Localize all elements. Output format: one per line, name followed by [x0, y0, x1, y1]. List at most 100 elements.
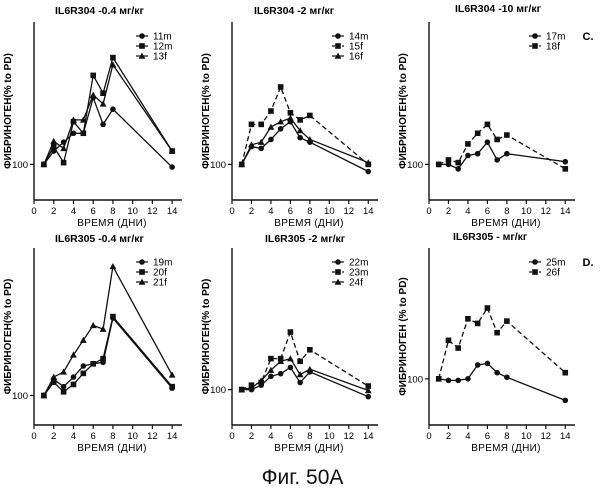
x-tick-label: 2 [51, 206, 56, 217]
y-axis-label: ФИБРИНОГЕН(% to PD) [201, 53, 212, 169]
x-tick-label: 6 [485, 431, 490, 442]
legend-marker [335, 259, 341, 265]
data-point-17m [494, 157, 500, 163]
data-point-21f [60, 369, 67, 375]
data-point-23m [297, 358, 303, 364]
x-tick-label: 14 [560, 431, 571, 442]
x-tick-label: 10 [521, 206, 532, 217]
chart-panel-2: IL6R304 -2 мг/кг02468101214100ВРЕМЯ (ДНИ… [201, 5, 378, 229]
x-tick-label: 12 [541, 206, 552, 217]
x-tick-label: 12 [344, 206, 355, 217]
legend-label: 26f [546, 268, 560, 279]
data-point-18f [446, 157, 452, 163]
legend-marker [335, 269, 341, 275]
series-line-11m [44, 98, 172, 167]
y-tick-label: 100 [210, 160, 226, 171]
x-axis-label: ВРЕМЯ (ДНИ) [77, 218, 146, 229]
x-tick-label: 6 [485, 206, 490, 217]
data-point-15f [249, 122, 255, 128]
data-point-20f [61, 389, 67, 395]
x-tick-label: 12 [344, 431, 355, 442]
x-axis-label: ВРЕМЯ (ДНИ) [274, 443, 343, 454]
panel-letter: D. [583, 257, 594, 269]
data-point-14m [278, 126, 284, 132]
chart-panel-5: IL6R305 -2 мг/кг02468101214100ВРЕМЯ (ДНИ… [201, 233, 378, 454]
data-point-12m [90, 73, 96, 79]
legend-marker [139, 33, 145, 39]
data-point-11m [169, 164, 175, 170]
x-tick-label: 10 [127, 431, 138, 442]
data-point-14m [258, 146, 264, 152]
x-axis-label: ВРЕМЯ (ДНИ) [274, 218, 343, 229]
data-point-25m [504, 374, 510, 380]
x-tick-label: 6 [288, 206, 293, 217]
data-point-25m [494, 370, 500, 376]
data-point-22m [288, 365, 294, 371]
data-point-19m [61, 384, 67, 390]
x-axis-label: ВРЕМЯ (ДНИ) [471, 443, 540, 454]
panel-letter: C. [583, 31, 594, 43]
x-tick-label: 14 [363, 206, 374, 217]
data-point-18f [465, 141, 471, 147]
x-tick-label: 8 [307, 206, 312, 217]
x-tick-label: 14 [560, 206, 571, 217]
legend-label: 18f [546, 42, 560, 53]
data-point-26f [455, 345, 461, 351]
data-point-26f [485, 305, 491, 311]
x-tick-label: 0 [31, 431, 36, 442]
legend-marker [532, 43, 538, 49]
data-point-21f [169, 371, 176, 377]
data-point-20f [81, 371, 87, 377]
legend-label: 21f [153, 278, 167, 289]
data-point-17m [465, 153, 471, 159]
data-point-22m [278, 371, 284, 377]
legend-label: 24f [349, 278, 363, 289]
data-point-12m [81, 130, 87, 136]
chart-title: IL6R304 -2 мг/кг [254, 5, 335, 17]
x-tick-label: 6 [91, 206, 96, 217]
x-tick-label: 10 [324, 431, 335, 442]
data-point-26f [436, 376, 442, 382]
x-tick-label: 14 [363, 431, 374, 442]
data-point-12m [61, 160, 67, 166]
x-tick-label: 6 [91, 431, 96, 442]
data-point-17m [455, 166, 461, 172]
x-tick-label: 4 [71, 206, 76, 217]
data-point-25m [465, 376, 471, 382]
data-point-12m [110, 55, 116, 61]
data-point-11m [110, 106, 116, 112]
data-point-14m [297, 135, 303, 141]
data-point-15f [307, 113, 313, 119]
chart-title: IL6R304 -10 мг/кг [455, 3, 542, 15]
data-point-23m [268, 356, 274, 362]
data-point-21f [90, 322, 97, 328]
y-tick-label: 100 [12, 391, 28, 402]
data-point-26f [446, 338, 452, 344]
data-point-24f [306, 366, 313, 372]
data-point-23m [307, 347, 313, 353]
x-tick-label: 8 [307, 431, 312, 442]
x-tick-label: 12 [147, 431, 158, 442]
chart-title: IL6R305 - мг/кг [453, 231, 528, 243]
data-point-18f [494, 137, 500, 143]
x-tick-label: 4 [465, 206, 470, 217]
legend-marker [139, 43, 145, 49]
x-axis-label: ВРЕМЯ (ДНИ) [471, 218, 540, 229]
data-point-26f [562, 370, 568, 376]
data-point-26f [465, 316, 471, 322]
figure-caption: Фиг. 50A [0, 466, 605, 490]
chart-title: IL6R304 -0.4 мг/кг [55, 5, 145, 17]
chart-panel-1: IL6R304 -0.4 мг/кг02468101214100ВРЕМЯ (Д… [3, 5, 182, 229]
data-point-20f [110, 314, 116, 320]
x-tick-label: 0 [229, 206, 234, 217]
y-tick-label: 100 [12, 160, 28, 171]
data-point-18f [485, 122, 491, 128]
data-point-25m [446, 378, 452, 384]
y-tick-label: 100 [210, 385, 226, 396]
data-point-18f [562, 166, 568, 172]
legend-marker [335, 43, 341, 49]
data-point-25m [455, 378, 461, 384]
x-tick-label: 14 [167, 431, 178, 442]
data-point-20f [100, 356, 106, 362]
